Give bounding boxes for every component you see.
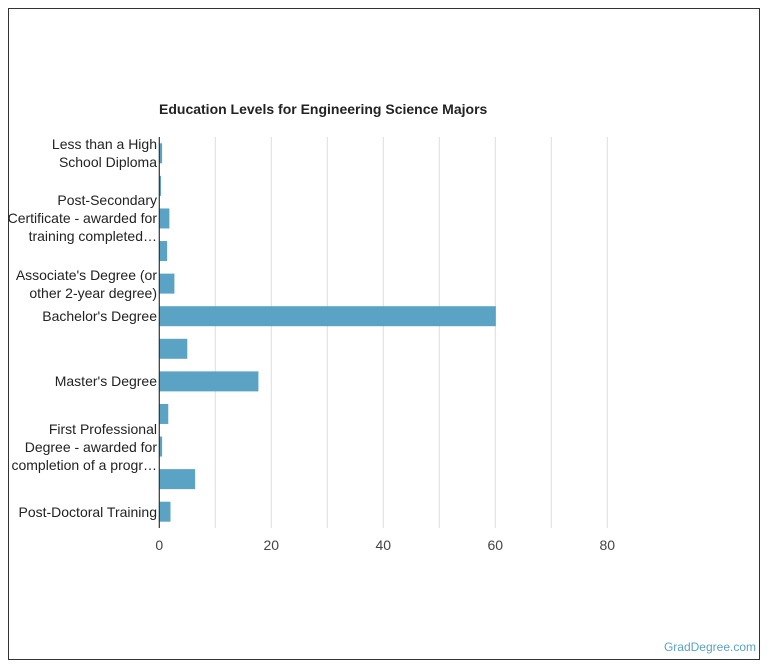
chart-frame bbox=[8, 8, 760, 660]
credit-link[interactable]: GradDegree.com bbox=[663, 640, 756, 654]
x-tick-label: 40 bbox=[375, 537, 392, 553]
bar[interactable] bbox=[159, 175, 161, 196]
bar[interactable] bbox=[159, 403, 169, 424]
category-label: Master's Degree bbox=[54, 373, 157, 390]
category-label: First Professional Degree - awarded for … bbox=[11, 420, 157, 473]
bar[interactable] bbox=[159, 241, 168, 262]
x-tick-label: 0 bbox=[155, 537, 164, 553]
bar[interactable] bbox=[159, 469, 196, 490]
category-label: Post-Secondary Certificate - awarded for… bbox=[7, 192, 157, 245]
category-label: Less than a High School Diploma bbox=[51, 136, 157, 171]
bar[interactable] bbox=[159, 338, 188, 359]
category-label: Post-Doctoral Training bbox=[18, 503, 157, 520]
category-label: Associate's Degree (or other 2-year degr… bbox=[15, 266, 157, 301]
x-tick-label: 60 bbox=[487, 537, 504, 553]
x-tick-label: 80 bbox=[599, 537, 616, 553]
chart-title: Education Levels for Engineering Science… bbox=[159, 101, 488, 117]
category-label: Bachelor's Degree bbox=[42, 308, 157, 325]
bar[interactable] bbox=[159, 273, 175, 294]
bar[interactable] bbox=[159, 501, 171, 522]
bar[interactable] bbox=[159, 143, 163, 164]
bar[interactable] bbox=[159, 436, 163, 457]
bar[interactable] bbox=[159, 208, 170, 229]
bar[interactable] bbox=[159, 371, 259, 392]
x-tick-label: 20 bbox=[263, 537, 280, 553]
bar[interactable] bbox=[159, 306, 496, 327]
